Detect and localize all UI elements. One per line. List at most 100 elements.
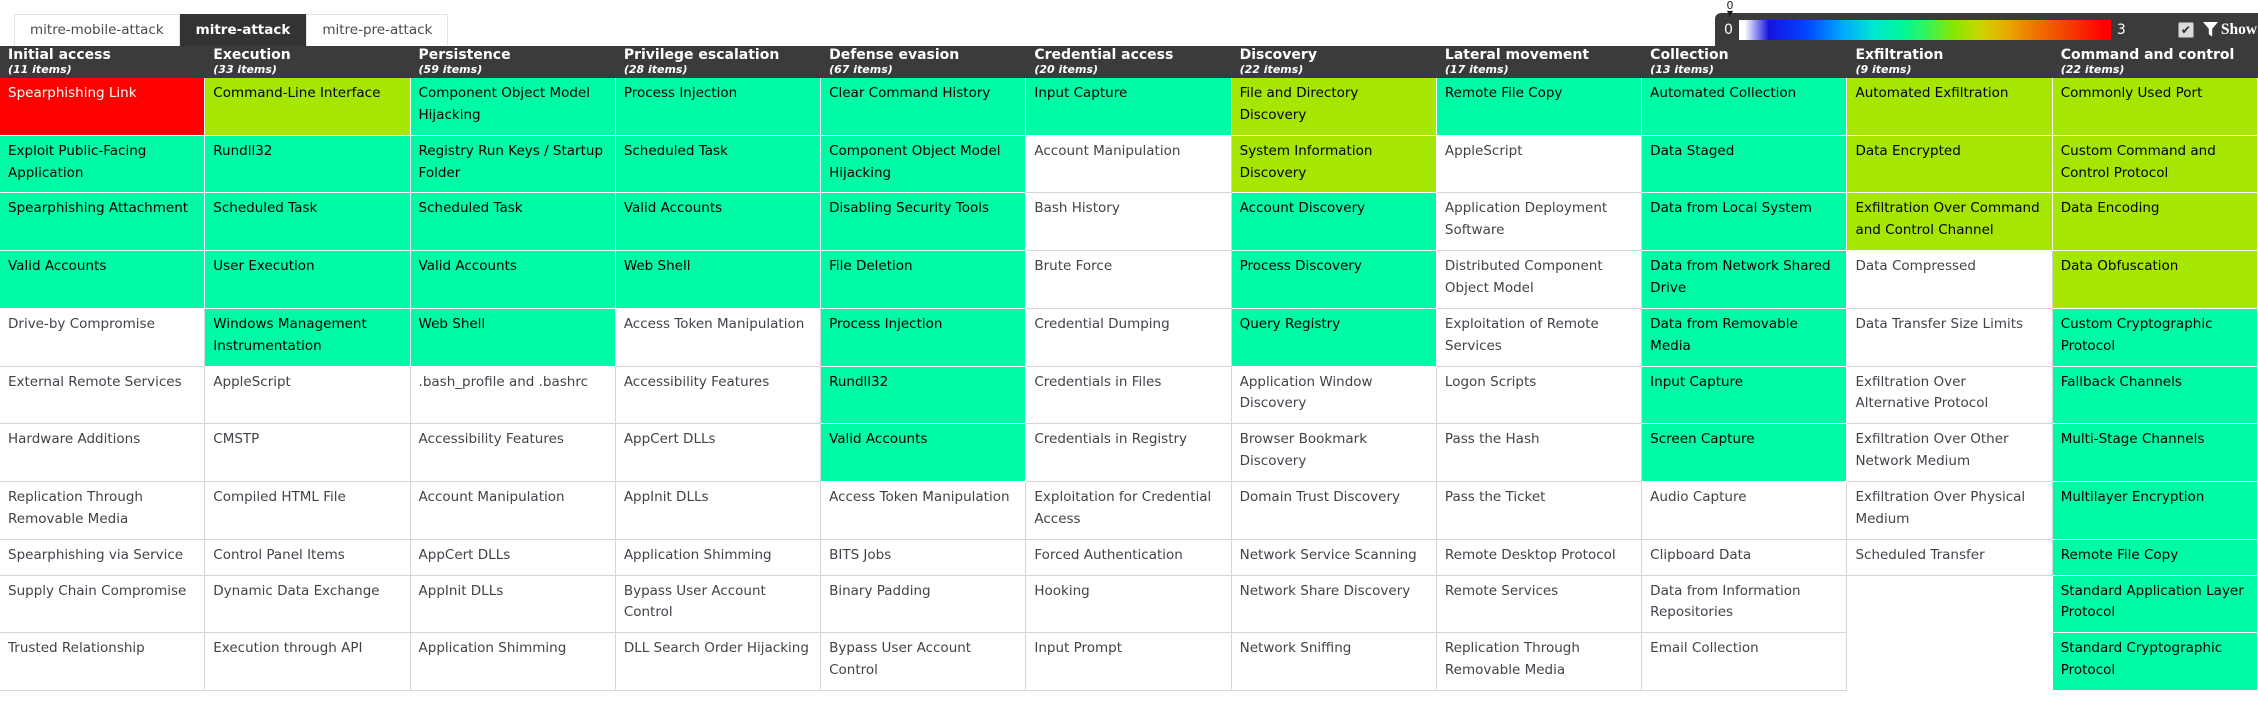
technique-cell[interactable]: Remote Services [1436,575,1643,634]
technique-cell[interactable]: Binary Padding [821,575,1027,634]
technique-cell[interactable]: Custom Cryptographic Protocol [2052,308,2258,367]
technique-cell[interactable]: AppInit DLLs [615,482,822,540]
technique-cell[interactable]: Rundll32 [821,366,1027,425]
technique-cell[interactable]: Spearphishing via Service [0,539,206,576]
technique-cell[interactable]: Compiled HTML File [205,482,411,540]
technique-cell[interactable]: Component Object Model Hijacking [410,78,616,136]
technique-cell[interactable]: Valid Accounts [410,251,616,309]
technique-cell[interactable]: Audio Capture [1642,482,1848,540]
technique-cell[interactable]: Exfiltration Over Other Network Medium [1847,424,2053,483]
technique-cell[interactable]: System Information Discovery [1231,135,1437,194]
technique-cell[interactable]: Distributed Component Object Model [1436,251,1643,309]
technique-cell[interactable]: Input Capture [1026,78,1232,136]
technique-cell[interactable]: Network Service Scanning [1231,539,1437,576]
technique-cell[interactable]: Replication Through Removable Media [0,482,206,540]
technique-cell[interactable]: AppleScript [205,366,411,425]
technique-cell[interactable]: Input Capture [1642,366,1848,425]
technique-cell[interactable]: Application Deployment Software [1436,193,1643,252]
technique-cell[interactable]: Data Obfuscation [2052,251,2258,309]
technique-cell[interactable]: File and Directory Discovery [1231,78,1437,136]
technique-cell[interactable]: Automated Collection [1642,78,1848,136]
technique-cell[interactable]: Application Shimming [615,539,822,576]
technique-cell[interactable]: Credentials in Registry [1026,424,1232,483]
technique-cell[interactable]: Data Encoding [2052,193,2258,252]
technique-cell[interactable]: Multilayer Encryption [2052,482,2258,540]
tab-mitre-pre-attack[interactable]: mitre-pre-attack [306,14,449,46]
technique-cell[interactable]: Command-Line Interface [205,78,411,136]
technique-cell[interactable]: Process Injection [821,308,1027,367]
technique-cell[interactable]: Commonly Used Port [2052,78,2258,136]
technique-cell[interactable]: Query Registry [1231,308,1437,367]
technique-cell[interactable]: AppCert DLLs [410,539,616,576]
technique-cell[interactable]: Execution through API [205,633,411,692]
technique-cell[interactable]: Rundll32 [205,135,411,194]
technique-cell[interactable]: Disabling Security Tools [821,193,1027,252]
technique-cell[interactable]: Credentials in Files [1026,366,1232,425]
technique-cell[interactable]: Web Shell [615,251,822,309]
technique-cell[interactable]: Automated Exfiltration [1847,78,2053,136]
technique-cell[interactable]: Bypass User Account Control [821,633,1027,692]
technique-cell[interactable]: Bash History [1026,193,1232,252]
technique-cell[interactable]: Scheduled Task [205,193,411,252]
technique-cell[interactable]: Domain Trust Discovery [1231,482,1437,540]
technique-cell[interactable]: Data Compressed [1847,251,2053,309]
technique-cell[interactable]: Network Share Discovery [1231,575,1437,634]
technique-cell[interactable]: Spearphishing Link [0,78,206,136]
technique-cell[interactable]: Control Panel Items [205,539,411,576]
technique-cell[interactable]: Scheduled Transfer [1847,539,2053,576]
gradient-slider-handle[interactable]: 0 ▼ [1722,0,1738,18]
technique-cell[interactable]: Supply Chain Compromise [0,575,206,634]
technique-cell[interactable]: AppleScript [1436,135,1643,194]
technique-cell[interactable]: Network Sniffing [1231,633,1437,692]
technique-cell[interactable]: Remote File Copy [1436,78,1643,136]
technique-cell[interactable]: Pass the Ticket [1436,482,1643,540]
technique-cell[interactable]: Application Window Discovery [1231,366,1437,425]
technique-cell[interactable]: Data Staged [1642,135,1848,194]
technique-cell[interactable]: Valid Accounts [615,193,822,252]
technique-cell[interactable]: Replication Through Removable Media [1436,633,1643,692]
technique-cell[interactable]: Standard Application Layer Protocol [2052,575,2258,634]
technique-cell[interactable]: Multi-Stage Channels [2052,424,2258,483]
technique-cell[interactable]: Hooking [1026,575,1232,634]
technique-cell[interactable]: External Remote Services [0,366,206,425]
technique-cell[interactable]: Access Token Manipulation [615,308,822,367]
technique-cell[interactable]: Valid Accounts [0,251,206,309]
technique-cell[interactable]: Fallback Channels [2052,366,2258,425]
technique-cell[interactable]: Exfiltration Over Alternative Protocol [1847,366,2053,425]
technique-cell[interactable]: Web Shell [410,308,616,367]
technique-cell[interactable]: Application Shimming [410,633,616,692]
technique-cell[interactable]: Scheduled Task [410,193,616,252]
show-all-label[interactable]: Show all [2220,20,2258,38]
technique-cell[interactable]: AppCert DLLs [615,424,822,483]
technique-cell[interactable]: Access Token Manipulation [821,482,1027,540]
technique-cell[interactable]: Browser Bookmark Discovery [1231,424,1437,483]
technique-cell[interactable]: Custom Command and Control Protocol [2052,135,2258,194]
technique-cell[interactable]: Exploit Public-Facing Application [0,135,206,194]
technique-cell[interactable]: Data from Network Shared Drive [1642,251,1848,309]
technique-cell[interactable]: Data from Local System [1642,193,1848,252]
technique-cell[interactable]: Exploitation of Remote Services [1436,308,1643,367]
technique-cell[interactable]: Component Object Model Hijacking [821,135,1027,194]
filter-funnel-icon[interactable] [2202,22,2219,37]
technique-cell[interactable]: Screen Capture [1642,424,1848,483]
technique-cell[interactable]: Logon Scripts [1436,366,1643,425]
technique-cell[interactable]: Exfiltration Over Physical Medium [1847,482,2053,540]
technique-cell[interactable]: Windows Management Instrumentation [205,308,411,367]
technique-cell[interactable]: Input Prompt [1026,633,1232,692]
technique-cell[interactable]: Brute Force [1026,251,1232,309]
technique-cell[interactable]: Account Discovery [1231,193,1437,252]
technique-cell[interactable]: Standard Cryptographic Protocol [2052,633,2258,692]
technique-cell[interactable]: Clipboard Data [1642,539,1848,576]
technique-cell[interactable]: Spearphishing Attachment [0,193,206,252]
technique-cell[interactable]: Account Manipulation [410,482,616,540]
tab-mitre-mobile-attack[interactable]: mitre-mobile-attack [14,14,180,46]
technique-cell[interactable]: Bypass User Account Control [615,575,822,634]
technique-cell[interactable]: User Execution [205,251,411,309]
technique-cell[interactable]: Credential Dumping [1026,308,1232,367]
technique-cell[interactable]: Data from Information Repositories [1642,575,1848,634]
technique-cell[interactable]: Pass the Hash [1436,424,1643,483]
technique-cell[interactable]: Dynamic Data Exchange [205,575,411,634]
technique-cell[interactable]: Valid Accounts [821,424,1027,483]
technique-cell[interactable]: Account Manipulation [1026,135,1232,194]
technique-cell[interactable]: Accessibility Features [410,424,616,483]
